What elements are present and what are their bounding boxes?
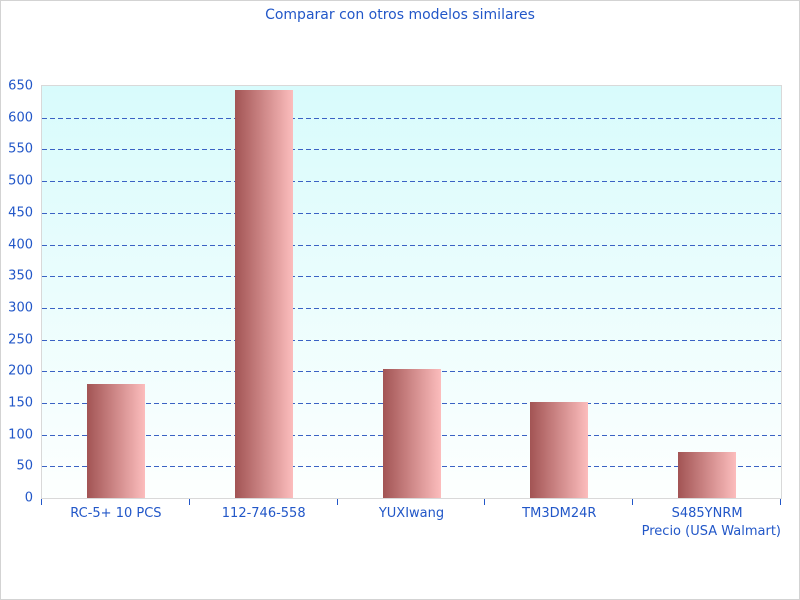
y-axis-label-600: 600 (8, 110, 33, 126)
gridline-350 (42, 276, 781, 278)
bar-RC-5+ 10 PCS (86, 383, 145, 498)
x-axis-tick (632, 499, 634, 505)
y-axis-label-200: 200 (8, 363, 33, 379)
x-axis-label-RC-5+ 10 PCS: RC-5+ 10 PCS (70, 506, 162, 521)
x-axis-tick (41, 499, 42, 505)
plot-area (41, 85, 782, 499)
y-axis-label-300: 300 (8, 300, 33, 316)
gridline-450 (42, 212, 781, 214)
gridline-300 (42, 307, 781, 309)
x-axis-label-112-746-558: 112-746-558 (221, 506, 306, 521)
y-axis-label-50: 50 (16, 458, 33, 474)
x-axis-tick (188, 499, 190, 505)
y-axis-label-450: 450 (8, 205, 33, 221)
x-axis-tick (484, 499, 486, 505)
x-axis-tick (336, 499, 338, 505)
y-axis-label-0: 0 (24, 490, 33, 506)
x-axis-title: Precio (USA Walmart) (641, 524, 781, 539)
gridline-400 (42, 244, 781, 246)
gridline-550 (42, 149, 781, 151)
gridline-500 (42, 181, 781, 183)
x-axis-label-S485YNRM: S485YNRM (671, 506, 743, 521)
bar-S485YNRM (678, 451, 737, 498)
chart-title: Comparar con otros modelos similares (265, 7, 535, 23)
y-axis-label-550: 550 (8, 141, 33, 157)
y-axis-label-650: 650 (8, 78, 33, 94)
bar-112-746-558 (234, 89, 293, 498)
y-axis-label-400: 400 (8, 237, 33, 252)
y-axis-label-350: 350 (8, 268, 33, 284)
gridline-250 (42, 339, 781, 341)
gridline-600 (42, 117, 781, 119)
x-axis-tick (780, 499, 781, 505)
y-axis-label-500: 500 (8, 173, 33, 189)
bar-YUXIwang (382, 368, 441, 498)
bar-TM3DM24R (530, 402, 589, 498)
x-axis-label-TM3DM24R: TM3DM24R (522, 506, 597, 521)
y-axis-label-150: 150 (8, 395, 33, 411)
y-axis-label-100: 100 (8, 427, 33, 443)
y-axis-label-250: 250 (8, 332, 33, 347)
x-axis-label-YUXIwang: YUXIwang (378, 506, 445, 521)
